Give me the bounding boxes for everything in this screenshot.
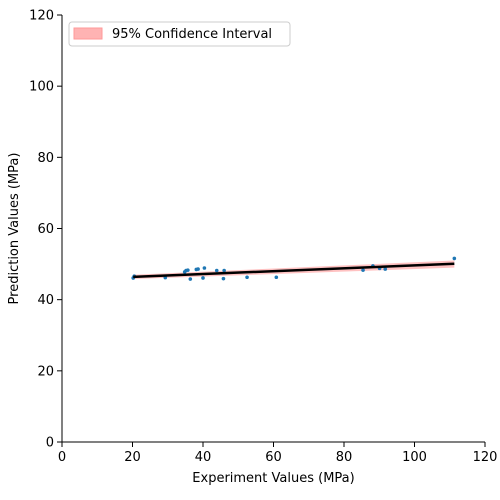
legend-swatch-confidence-band [73,27,103,40]
y-tick-label: 120 [29,9,54,24]
data-point [202,266,207,270]
legend: 95% Confidence Interval [68,21,291,47]
x-tick-label: 60 [265,450,282,465]
y-tick-label: 0 [46,436,54,451]
fit-line-layer [133,262,455,279]
data-point [361,268,365,272]
data-point [201,276,205,280]
data-point [214,268,219,273]
y-axis-label: Prediction Values (MPa) [7,153,22,305]
legend-label-confidence-interval: 95% Confidence Interval [112,27,272,42]
data-point [274,275,279,280]
data-point [221,276,226,281]
x-tick-label: 20 [124,450,141,465]
y-tick-label: 80 [37,151,54,166]
x-tick-label: 80 [336,450,353,465]
x-tick-label: 40 [195,450,212,465]
y-tick-label: 100 [29,80,54,95]
fit-line [133,262,455,279]
legend-frame [68,21,291,47]
axes-layer [61,15,485,443]
data-point [186,268,190,272]
y-tick-label: 20 [37,364,54,379]
data-point [222,268,226,273]
data-point [245,275,249,280]
data-point [452,256,457,261]
x-axis-label: Experiment Values (MPa) [192,471,354,486]
data-point [196,267,200,271]
x-tick-label: 120 [473,450,498,465]
x-tick-label: 100 [402,450,427,465]
data-point [383,267,388,271]
y-tick-label: 40 [37,293,54,308]
y-tick-label: 60 [37,222,54,237]
x-tick-label: 0 [58,450,66,465]
data-point [188,277,193,281]
ticks-layer: 0 20 40 60 80 100 120 0 20 40 60 80 100 120 [29,9,497,466]
